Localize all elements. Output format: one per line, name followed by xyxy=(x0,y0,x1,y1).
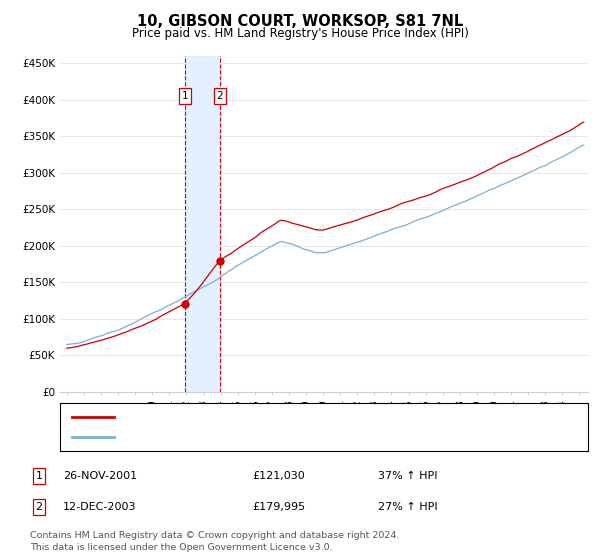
Text: 2: 2 xyxy=(35,502,43,512)
Text: 27% ↑ HPI: 27% ↑ HPI xyxy=(378,502,437,512)
Text: HPI: Average price, detached house, Bassetlaw: HPI: Average price, detached house, Bass… xyxy=(123,432,380,442)
Text: £179,995: £179,995 xyxy=(252,502,305,512)
Text: 12-DEC-2003: 12-DEC-2003 xyxy=(63,502,137,512)
Text: 1: 1 xyxy=(35,471,43,481)
Bar xyxy=(185,56,220,392)
Text: £121,030: £121,030 xyxy=(252,471,305,481)
Text: 10, GIBSON COURT, WORKSOP, S81 7NL (detached house): 10, GIBSON COURT, WORKSOP, S81 7NL (deta… xyxy=(123,413,443,422)
Text: Contains HM Land Registry data © Crown copyright and database right 2024.
This d: Contains HM Land Registry data © Crown c… xyxy=(30,531,400,552)
Text: 2: 2 xyxy=(217,91,223,101)
Text: 10, GIBSON COURT, WORKSOP, S81 7NL: 10, GIBSON COURT, WORKSOP, S81 7NL xyxy=(137,14,463,29)
Text: 1: 1 xyxy=(181,91,188,101)
Text: 37% ↑ HPI: 37% ↑ HPI xyxy=(378,471,437,481)
Text: Price paid vs. HM Land Registry's House Price Index (HPI): Price paid vs. HM Land Registry's House … xyxy=(131,27,469,40)
Text: 26-NOV-2001: 26-NOV-2001 xyxy=(63,471,137,481)
